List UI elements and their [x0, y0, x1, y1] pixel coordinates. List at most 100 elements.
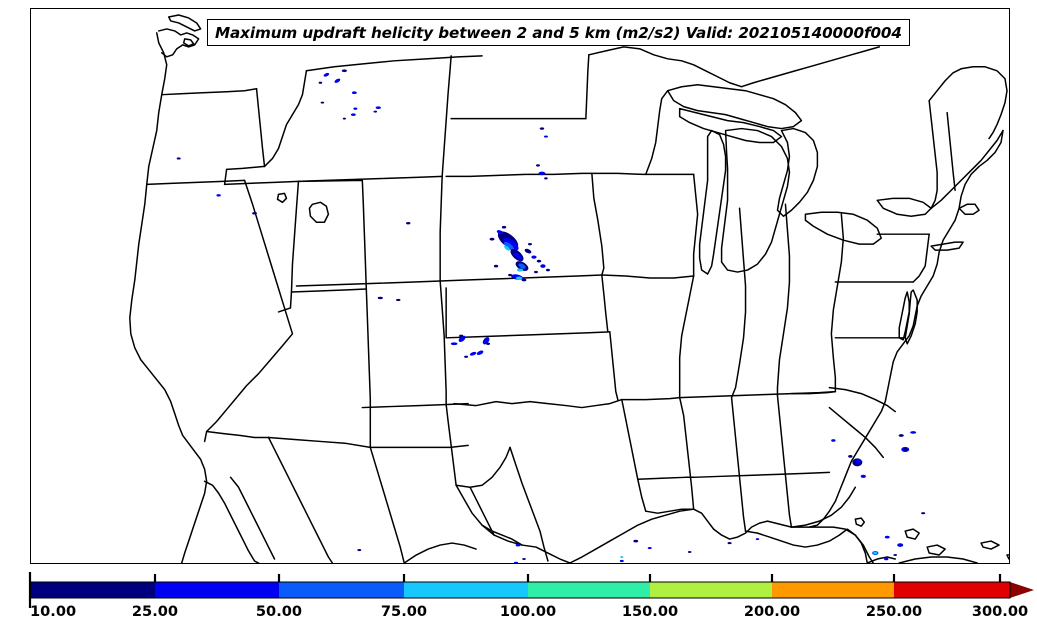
pennsylvania-east-border: [912, 233, 930, 283]
colorbar-tick-label: 50.00: [256, 603, 302, 620]
lake-ontario: [876, 197, 932, 217]
florida-peninsula: [790, 526, 875, 563]
georgia-north-border: [790, 390, 837, 395]
oklahoma-east-border: [609, 331, 619, 401]
cuba: [898, 556, 978, 563]
plot-title-box: Maximum updraft helicity between 2 and 5…: [207, 19, 910, 46]
plot-title: Maximum updraft helicity between 2 and 5…: [215, 23, 902, 42]
nevada-california-south: [277, 307, 292, 313]
colorbar-band-100-150: [528, 582, 650, 598]
wyoming-south-border: [295, 280, 441, 287]
colorbar-tick-label: 25.00: [132, 603, 178, 620]
colorbar-band-150-200: [650, 582, 772, 598]
florida-panhandle-coast: [744, 528, 857, 548]
wyoming-east-border: [439, 175, 443, 282]
maine-border: [928, 68, 962, 102]
texas-west-border: [455, 446, 511, 489]
colorbar-tick-label: 200.00: [744, 603, 800, 620]
minnesota-wisconsin-border: [644, 89, 669, 176]
nebraska-north-specks: [535, 164, 548, 180]
arizona-newmexico-border: [365, 288, 372, 449]
updraft-helicity-data-layer: [176, 69, 926, 563]
lake-michigan: [698, 129, 727, 275]
colorado-south-border: [361, 402, 469, 409]
colorbar-bands: [30, 582, 1034, 598]
florida-keys: [866, 556, 896, 563]
minnesota-canada-border: [588, 46, 743, 88]
nevada-north-border: [223, 180, 300, 186]
long-island: [930, 241, 964, 251]
montana-dakota-border: [441, 55, 452, 178]
gulf-of-california: [267, 436, 334, 563]
nebraska-east-border: [591, 172, 605, 276]
maine-coast: [960, 66, 1008, 140]
arizona-south-border: [267, 436, 372, 449]
pacific-coastline: [129, 32, 208, 563]
montana-north-border: [305, 55, 483, 72]
montana-idaho-border: [263, 70, 308, 168]
missouri-east-border: [678, 275, 695, 399]
colorbar: 10.00 25.00 50.00 75.00 100.00 150.00 20…: [0, 564, 1037, 632]
baja-inner-coast: [229, 476, 276, 560]
northern-plains-specks: [318, 69, 548, 138]
missouri-north-border: [601, 274, 695, 279]
kansas-south-border: [445, 331, 611, 339]
arkansas-south-border: [637, 476, 695, 481]
lake-huron: [776, 127, 819, 217]
louisiana-gulf-coast: [692, 508, 793, 540]
indiana-east-border: [776, 203, 791, 397]
newmexico-east-border: [445, 403, 457, 487]
utah-colorado-border: [297, 179, 368, 290]
newmexico-south-border: [369, 444, 469, 449]
nevada-utah-border: [289, 180, 300, 309]
gulf-coast-specks: [515, 538, 760, 563]
california-south-border: [205, 430, 270, 439]
south-dakota-nebraska-border: [445, 172, 593, 178]
caribbean-island-2: [1006, 553, 1009, 560]
dakota-minnesota-border: [585, 54, 590, 120]
mexico-specks: [357, 548, 526, 563]
bahamas: [904, 528, 920, 540]
florida-bahamas-cells: [831, 431, 926, 561]
colorado-east-border: [439, 280, 447, 406]
tennessee-north-border: [678, 390, 837, 399]
mexico-state-border-4: [403, 542, 477, 563]
lake-erie: [804, 211, 883, 245]
colorbar-band-10-25: [30, 582, 155, 598]
great-salt-lake: [308, 201, 330, 223]
baja-peninsula: [203, 480, 260, 563]
georgia-south-carolina-border: [828, 406, 885, 459]
illinois-east-border: [730, 207, 747, 399]
panhandle-cells: [450, 334, 491, 358]
cape-cod: [958, 203, 980, 216]
colorbar-band-250-300: [894, 582, 1010, 598]
colorbar-tick-label: 100.00: [500, 603, 556, 620]
idaho-west-border: [223, 87, 266, 186]
colorbar-ticks: [28, 572, 1002, 608]
oregon-california-border: [146, 179, 246, 186]
michigan-upper-peninsula: [678, 107, 783, 144]
texas-east-border: [621, 398, 647, 512]
chesapeake-bay: [898, 291, 910, 341]
delmarva: [904, 289, 918, 345]
geography-layer: [129, 14, 1009, 563]
st-lawrence-river: [930, 129, 1004, 210]
puget-sound: [157, 28, 200, 58]
texas-rio-grande: [455, 484, 571, 563]
colorbar-tick-label: 10.00: [30, 603, 76, 620]
iowa-east-border: [692, 173, 699, 277]
north-south-carolina-border: [828, 386, 896, 413]
colorbar-canvas: 10.00 25.00 50.00 75.00 100.00 150.00 20…: [28, 572, 1034, 620]
oklahoma-south-border: [453, 398, 623, 409]
nebraska-kansas-cluster: [489, 225, 550, 282]
colorbar-band-200-250: [772, 582, 894, 598]
ohio-east-border: [830, 213, 845, 393]
colorbar-tick-label: 300.00: [972, 603, 1028, 620]
colorbar-band-75-100: [404, 582, 528, 598]
lake-superior: [666, 83, 803, 130]
canada-ontario-border: [740, 46, 881, 88]
mississippi-river: [678, 396, 695, 510]
map-canvas: [129, 14, 1009, 563]
salish-islands: [182, 38, 195, 47]
texas-gulf-coast: [569, 508, 695, 563]
